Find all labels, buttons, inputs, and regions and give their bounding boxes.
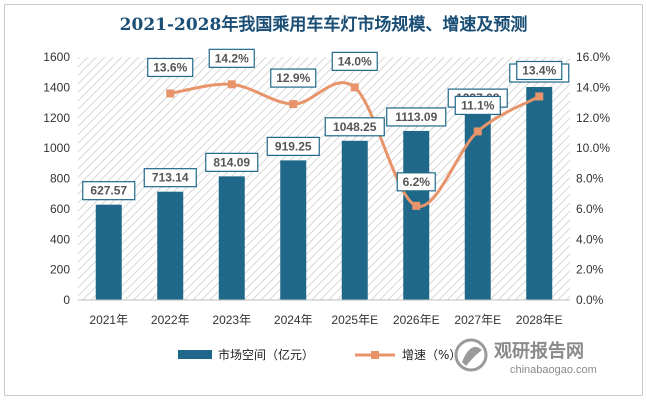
x-tick-label: 2023年 (212, 313, 251, 327)
watermark-name: 观研报告网 (494, 340, 584, 362)
x-tick-label: 2028年E (516, 313, 563, 327)
legend-bar-label: 市场空间（亿元） (218, 347, 314, 362)
growth-value-label: 6.2% (396, 172, 436, 192)
legend-bar-swatch (178, 350, 212, 359)
svg-text:713.14: 713.14 (152, 171, 189, 185)
growth-value-label: 13.4% (516, 60, 563, 81)
svg-text:814.09: 814.09 (213, 155, 250, 169)
y-left-tick-label: 1000 (43, 141, 70, 155)
growth-value-label: 12.9% (270, 68, 317, 88)
watermark: 观研报告网 chinabaogao.com (454, 338, 597, 376)
y-right-tick-label: 8.0% (576, 172, 604, 186)
y-right-tick-label: 4.0% (576, 232, 604, 246)
x-tick-label: 2022年 (151, 313, 190, 327)
y-right-tick-label: 0.0% (576, 293, 604, 307)
y-right-tick-label: 2.0% (576, 263, 604, 277)
bar-value-label: 814.09 (205, 152, 259, 172)
y-left-tick-label: 1600 (43, 50, 70, 64)
y-right-tick-label: 10.0% (576, 141, 610, 155)
svg-text:1113.09: 1113.09 (395, 110, 437, 124)
bar (341, 140, 368, 300)
bar-value-label: 1048.25 (324, 117, 385, 137)
x-tick-label: 2024年 (274, 313, 313, 327)
growth-marker (289, 100, 298, 109)
bar (95, 204, 122, 300)
y-left-tick-label: 1400 (43, 80, 70, 94)
bar (157, 191, 184, 300)
bar (218, 176, 245, 300)
growth-marker (412, 201, 421, 210)
watermark-url: chinabaogao.com (510, 364, 597, 376)
growth-marker (473, 127, 482, 136)
growth-value-label: 11.1% (454, 95, 501, 116)
bar (526, 87, 553, 301)
x-tick-label: 2026年E (393, 313, 440, 327)
svg-text:11.1%: 11.1% (461, 98, 495, 112)
x-tick-label: 2027年E (454, 313, 501, 327)
y-right-tick-label: 16.0% (576, 50, 610, 64)
watermark-logo-icon (454, 338, 488, 372)
y-left-tick-label: 400 (50, 232, 70, 246)
growth-marker (166, 89, 175, 98)
y-right-tick-label: 12.0% (576, 111, 610, 125)
legend-line-label: 增速（%） (402, 348, 461, 362)
growth-marker (535, 92, 544, 101)
growth-value-label: 14.0% (331, 51, 378, 71)
svg-text:6.2%: 6.2% (403, 175, 431, 189)
growth-value-label: 14.2% (208, 48, 255, 68)
x-tick-label: 2021年 (89, 313, 128, 327)
svg-text:14.0%: 14.0% (338, 54, 372, 68)
legend-line-marker (371, 351, 379, 359)
chart-title: 2021-2028年我国乘用车车灯市场规模、增速及预测 (119, 15, 528, 35)
bar-value-label: 1113.09 (386, 107, 447, 127)
growth-value-label: 13.6% (147, 57, 194, 78)
svg-text:14.2%: 14.2% (215, 51, 249, 65)
bar-value-label: 627.57 (82, 181, 136, 201)
svg-text:13.6%: 13.6% (153, 60, 187, 74)
x-tick-label: 2025年E (331, 313, 378, 327)
y-left-tick-label: 600 (50, 202, 70, 216)
svg-text:627.57: 627.57 (90, 184, 127, 198)
growth-marker (350, 83, 359, 92)
svg-text:919.25: 919.25 (275, 139, 312, 153)
y-right-tick-label: 6.0% (576, 202, 604, 216)
growth-marker (227, 80, 236, 89)
svg-text:13.4%: 13.4% (522, 63, 556, 77)
bar (403, 130, 430, 300)
y-right-tick-label: 14.0% (576, 80, 610, 94)
y-left-tick-label: 1200 (43, 111, 70, 125)
svg-text:1048.25: 1048.25 (333, 120, 377, 134)
y-left-tick-label: 800 (50, 172, 70, 186)
bar-value-label: 919.25 (266, 136, 320, 156)
bar-value-label: 713.14 (143, 168, 197, 188)
y-left-tick-label: 0 (63, 293, 70, 307)
bar (280, 160, 307, 300)
legend: 市场空间（亿元） 增速（%） (178, 347, 461, 362)
svg-text:12.9%: 12.9% (276, 71, 310, 85)
y-left-tick-label: 200 (50, 263, 70, 277)
